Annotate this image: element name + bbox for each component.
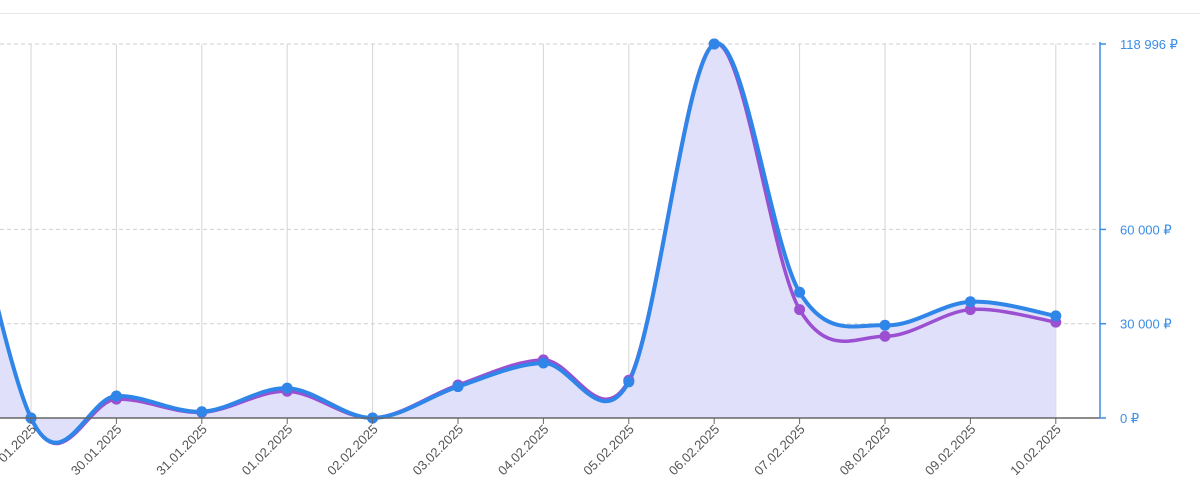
x-tick-label: 01.02.2025 xyxy=(239,422,296,479)
x-tick-label: 04.02.2025 xyxy=(495,422,552,479)
y-tick-label: 118 996 ₽ xyxy=(1120,37,1178,52)
x-tick-label: 31.01.2025 xyxy=(153,422,210,479)
data-point[interactable] xyxy=(964,304,976,316)
data-point[interactable] xyxy=(537,357,549,369)
data-point[interactable] xyxy=(964,296,976,308)
x-tick-label: 10.02.2025 xyxy=(1007,422,1064,479)
y-axis-ticks: 0 ₽ 30 000 ₽ 60 000 ₽ 118 996 ₽ xyxy=(1100,37,1178,426)
series-area-0 xyxy=(0,43,1056,443)
data-point[interactable] xyxy=(1050,310,1062,322)
x-tick-label: 06.02.2025 xyxy=(666,422,723,479)
x-tick-label: 07.02.2025 xyxy=(751,422,808,479)
data-point[interactable] xyxy=(623,376,635,388)
data-point[interactable] xyxy=(196,406,208,418)
data-point[interactable] xyxy=(794,286,806,298)
data-point[interactable] xyxy=(794,304,806,316)
area-layer xyxy=(0,43,1056,443)
x-tick-label: 09.02.2025 xyxy=(922,422,979,479)
y-tick-label: 0 ₽ xyxy=(1120,411,1139,426)
data-point[interactable] xyxy=(708,38,720,50)
data-point[interactable] xyxy=(452,381,464,393)
top-divider xyxy=(0,13,1200,14)
x-tick-label: 01.2025 xyxy=(0,422,39,466)
x-tick-label: 03.02.2025 xyxy=(409,422,466,479)
y-tick-label: 60 000 ₽ xyxy=(1120,222,1172,237)
x-tick-label: 02.02.2025 xyxy=(324,422,381,479)
data-point[interactable] xyxy=(281,382,293,394)
data-point[interactable] xyxy=(110,390,122,402)
y-tick-label: 30 000 ₽ xyxy=(1120,317,1172,332)
data-point[interactable] xyxy=(879,330,891,342)
data-point[interactable] xyxy=(879,319,891,331)
x-tick-label: 05.02.2025 xyxy=(580,422,637,479)
lines-layer xyxy=(0,41,1058,446)
x-tick-label: 08.02.2025 xyxy=(836,422,893,479)
x-axis-ticks: 01.2025 30.01.2025 31.01.2025 01.02.2025 02.… xyxy=(0,418,1064,478)
horizontal-gridlines xyxy=(0,43,1100,325)
series-line-0 xyxy=(0,41,1058,445)
